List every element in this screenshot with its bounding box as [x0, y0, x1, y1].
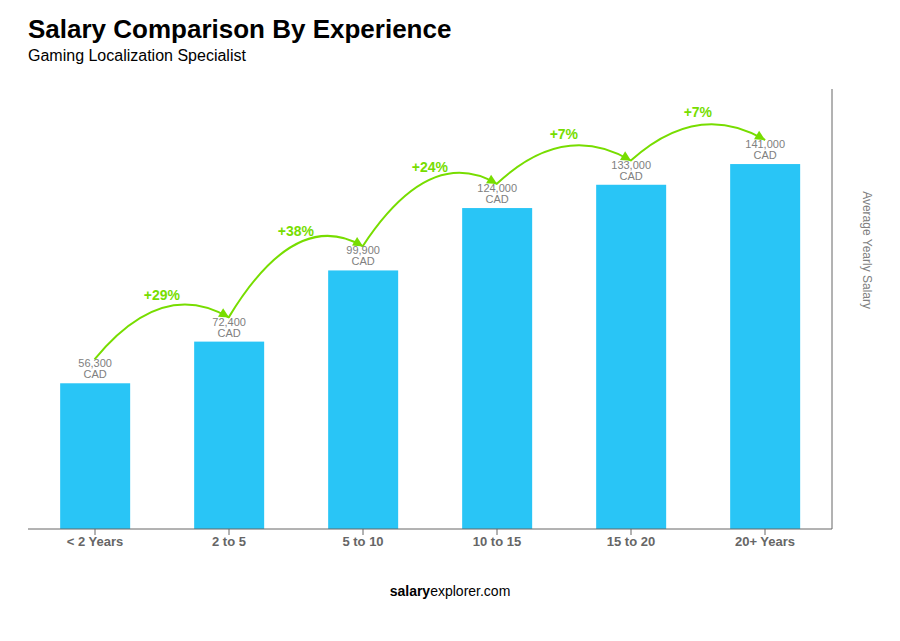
svg-text:+38%: +38% — [278, 223, 315, 239]
svg-text:+24%: +24% — [412, 159, 449, 175]
svg-text:10 to 15: 10 to 15 — [473, 534, 521, 549]
svg-text:+7%: +7% — [684, 104, 713, 120]
svg-text:15 to 20: 15 to 20 — [607, 534, 655, 549]
html-text:Gaming Localization Specialist: Gaming Localization Specialist — [28, 47, 246, 64]
svg-text:< 2 Years: < 2 Years — [67, 534, 124, 549]
html-text:Salary Comparison By Experienc: Salary Comparison By Experience — [28, 14, 452, 44]
svg-text:141,000CAD: 141,000CAD — [745, 138, 785, 161]
svg-text:20+ Years: 20+ Years — [735, 534, 795, 549]
svg-text:+29%: +29% — [144, 287, 181, 303]
svg-text:124,000CAD: 124,000CAD — [477, 182, 517, 205]
svg-text:Average Yearly Salary: Average Yearly Salary — [860, 191, 874, 309]
svg-text:56,300CAD: 56,300CAD — [78, 357, 112, 380]
svg-text:2 to 5: 2 to 5 — [212, 534, 246, 549]
svg-text:72,400CAD: 72,400CAD — [212, 316, 246, 339]
html-text:salary explorer.com: salary explorer.com — [389, 583, 511, 599]
svg-text:5 to 10: 5 to 10 — [342, 534, 383, 549]
svg-text:133,000CAD: 133,000CAD — [611, 159, 651, 182]
svg-text:99,900CAD: 99,900CAD — [346, 244, 380, 267]
svg-text:+7%: +7% — [550, 126, 579, 142]
